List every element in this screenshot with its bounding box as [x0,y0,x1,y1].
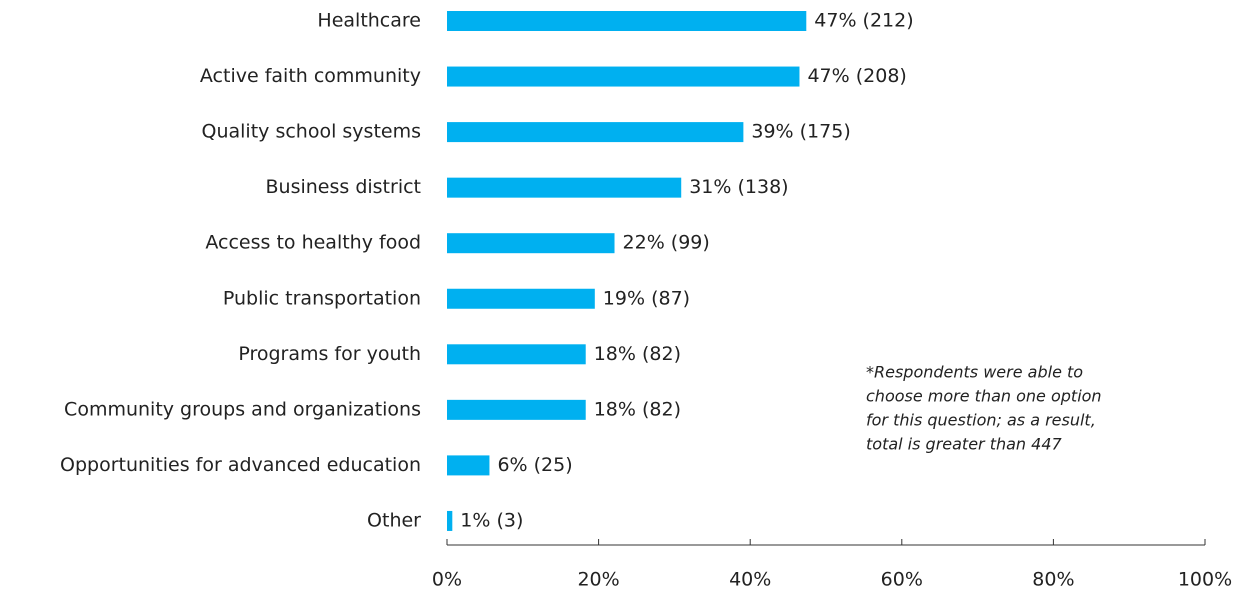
value-label: 18% (82) [594,343,681,365]
value-label: 19% (87) [603,287,690,309]
value-label: 1% (3) [460,509,523,531]
bar [447,11,807,31]
bar [447,510,453,531]
value-label: 39% (175) [751,121,850,143]
bar [447,288,595,309]
bar [447,233,615,254]
category-label: Programs for youth [238,343,421,365]
value-label: 31% (138) [689,176,788,198]
bar [447,66,800,87]
bar [447,177,682,198]
bar [447,399,586,420]
value-label: 22% (99) [623,232,710,254]
category-label: Business district [266,176,422,198]
category-label: Public transportation [223,287,421,309]
annotation: *Respondents were able to [866,363,1083,382]
category-label: Active faith community [200,65,421,87]
category-label: Opportunities for advanced education [60,454,421,476]
category-label: Healthcare [317,10,421,32]
x-tick-label: 20% [577,569,619,590]
annotation: choose more than one option [866,387,1102,406]
bar [447,455,490,476]
x-tick-label: 80% [1032,569,1074,590]
value-label: 6% (25) [497,454,572,476]
annotation: total is greater than 447 [866,435,1063,454]
category-label: Quality school systems [202,121,421,143]
x-tick-label: 100% [1178,569,1232,590]
x-tick-label: 0% [432,569,462,590]
x-tick-label: 60% [881,569,923,590]
value-label: 47% (212) [814,10,913,32]
bar [447,122,744,143]
category-label: Access to healthy food [205,232,421,254]
bar [447,344,586,365]
category-label: Other [367,509,421,531]
x-tick-label: 40% [729,569,771,590]
annotation: for this question; as a result, [866,411,1096,430]
value-label: 47% (208) [807,65,906,87]
category-label: Community groups and organizations [64,398,421,420]
value-label: 18% (82) [594,398,681,420]
